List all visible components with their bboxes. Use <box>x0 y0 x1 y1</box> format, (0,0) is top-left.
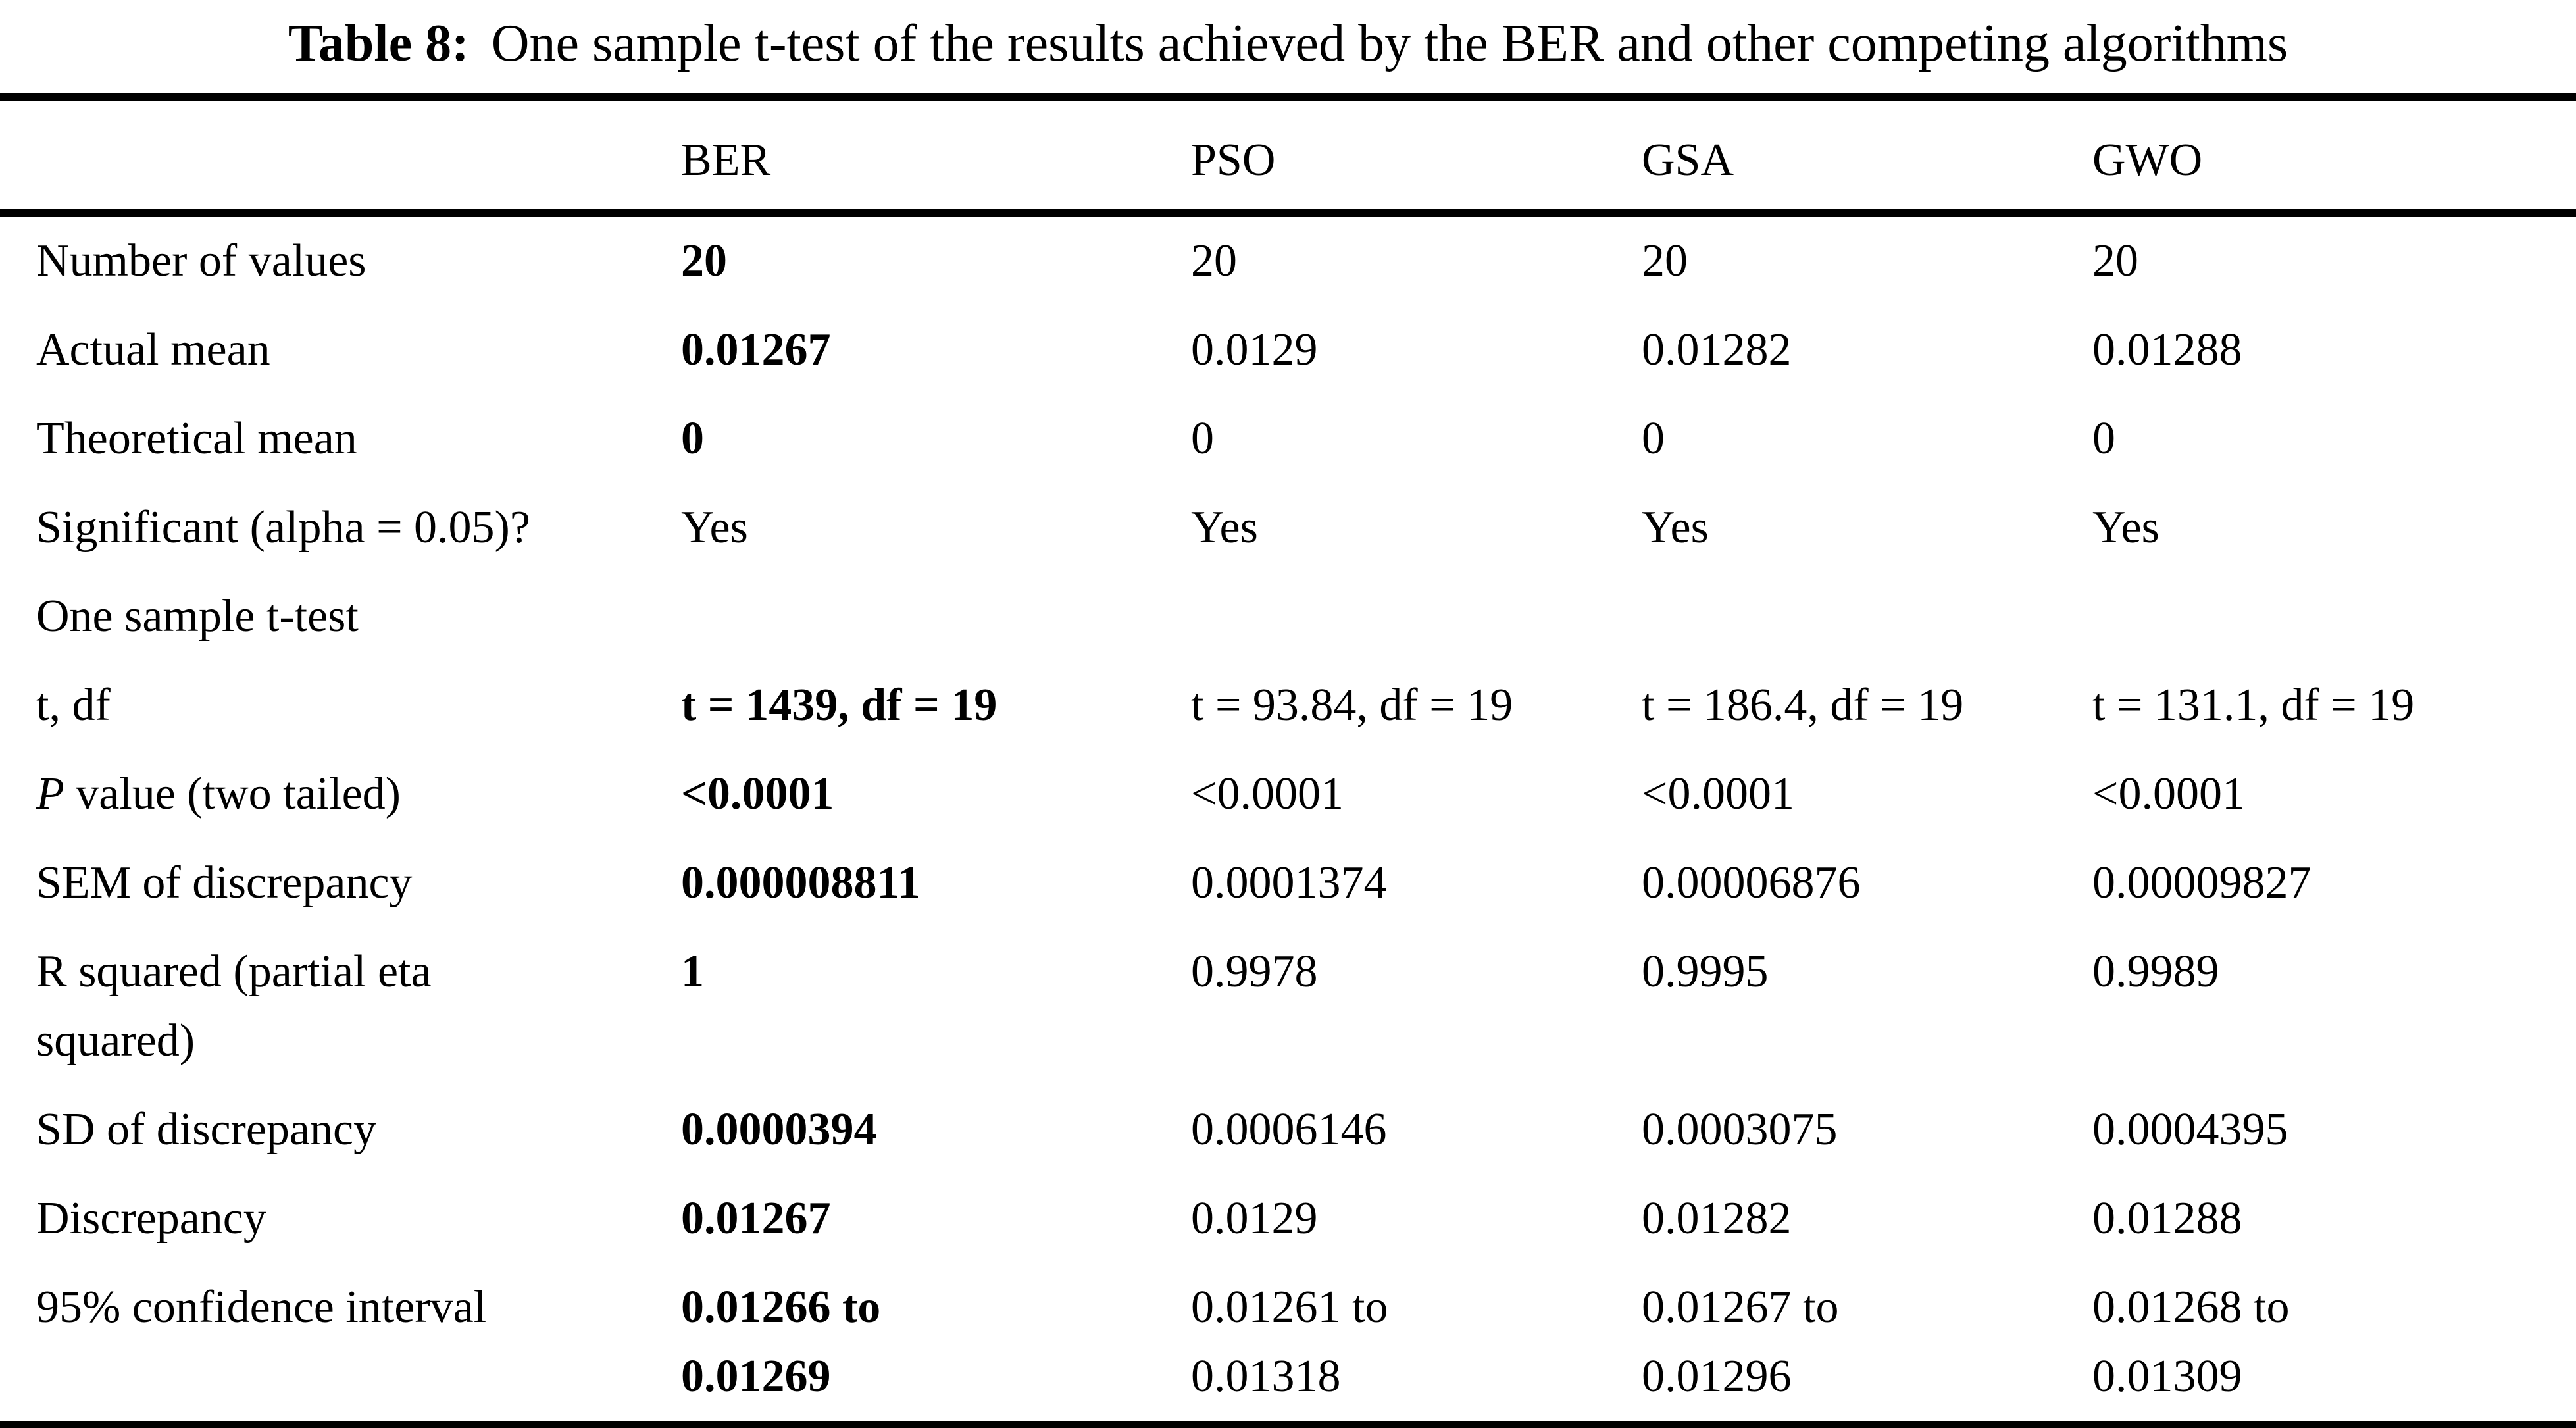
column-header-gsa: GSA <box>1642 97 2092 217</box>
table-cell: 20 <box>681 236 727 286</box>
table-cell: 0.01261 to 0.01318 <box>1191 1282 1388 1402</box>
row-label: SEM of discrepancy <box>36 857 413 908</box>
table-cell: 20 <box>1642 236 1688 286</box>
table-cell: 0.0000394 <box>681 1104 877 1155</box>
table-cell <box>681 572 1191 661</box>
table-cell: 20 <box>1191 236 1237 286</box>
row-label: t, df <box>36 680 111 730</box>
row-label: Actual mean <box>36 324 270 375</box>
table-cell: 0.01267 <box>681 324 831 375</box>
row-label: Theoretical mean <box>36 413 357 464</box>
table-cell: 0.01282 <box>1642 324 1792 375</box>
table-cell <box>1191 572 1642 661</box>
table-row: One sample t-test <box>0 572 2576 661</box>
table-cell: 0 <box>1191 413 1214 464</box>
row-label: Number of values <box>36 236 366 286</box>
table-row: t, df t = 1439, df = 19 t = 93.84, df = 19… <box>0 661 2576 750</box>
table-cell: 0.01282 <box>1642 1193 1792 1244</box>
table-cell: Yes <box>1642 502 1709 553</box>
table-cell: 1 <box>681 946 704 997</box>
table-row: Theoretical mean 0 0 0 0 <box>0 394 2576 483</box>
table-cell: 20 <box>2092 236 2138 286</box>
table-caption-text: One sample t-test of the results achieve… <box>491 14 2288 72</box>
table-cell: 0.0006146 <box>1191 1104 1387 1155</box>
row-label: Significant (alpha = 0.05)? <box>36 502 530 553</box>
table-cell: 0.9978 <box>1191 946 1318 997</box>
row-label: R squared (partial eta squared) <box>36 946 432 1066</box>
table-row: R squared (partial eta squared) 1 0.9978 0.… <box>0 927 2576 1085</box>
table-cell: Yes <box>681 502 748 553</box>
table-cell: <0.0001 <box>2092 769 2245 819</box>
table-cell: t = 93.84, df = 19 <box>1191 680 1513 730</box>
table-cell: 0.0129 <box>1191 324 1318 375</box>
table-cell: <0.0001 <box>681 769 834 819</box>
row-label: Discrepancy <box>36 1193 266 1244</box>
table-cell: t = 1439, df = 19 <box>681 680 998 730</box>
table-cell: 0.000008811 <box>681 857 921 908</box>
row-label: One sample t-test <box>36 591 359 642</box>
table-cell: Yes <box>1191 502 1258 553</box>
table-cell: 0.00006876 <box>1642 857 1861 908</box>
table-cell: 0.00009827 <box>2092 857 2311 908</box>
table-cell: 0 <box>681 413 704 464</box>
table-cell: 0.01268 to 0.01309 <box>2092 1282 2290 1402</box>
column-header-pso: PSO <box>1191 97 1642 217</box>
table-cell <box>2092 572 2576 661</box>
column-header-gwo: GWO <box>2092 97 2576 217</box>
table-cell: 0 <box>2092 413 2115 464</box>
t-test-results-table: BER PSO GSA GWO Number of values 20 20 20 20 Act… <box>0 93 2576 1428</box>
table-cell: 0.0001374 <box>1191 857 1387 908</box>
table-row: P value (two tailed) <0.0001 <0.0001 <0.000… <box>0 750 2576 838</box>
table-cell: 0.01288 <box>2092 1193 2242 1244</box>
table-row: Number of values 20 20 20 20 <box>0 213 2576 306</box>
table-cell: Yes <box>2092 502 2159 553</box>
table-caption: Table 8: One sample t-test of the results… <box>0 0 2576 93</box>
table-caption-label: Table 8: <box>288 14 469 72</box>
table-cell: 0.0004395 <box>2092 1104 2288 1155</box>
table-row: Actual mean 0.01267 0.0129 0.01282 0.01288 <box>0 305 2576 394</box>
row-label: P value (two tailed) <box>36 769 401 819</box>
table-row: Significant (alpha = 0.05)? Yes Yes Yes Yes <box>0 483 2576 572</box>
table-cell: 0.9995 <box>1642 946 1769 997</box>
column-header-blank <box>0 97 681 217</box>
table-cell: <0.0001 <box>1642 769 1794 819</box>
table-header-row: BER PSO GSA GWO <box>0 97 2576 217</box>
table-cell: 0.0129 <box>1191 1193 1318 1244</box>
table-row: 95% confidence interval 0.01266 to 0.0126… <box>0 1263 2576 1425</box>
table-row: SEM of discrepancy 0.000008811 0.0001374 0.… <box>0 838 2576 927</box>
row-label: 95% confidence interval <box>36 1282 487 1333</box>
table-cell: 0.0003075 <box>1642 1104 1838 1155</box>
table-cell: 0.01288 <box>2092 324 2242 375</box>
table-row: SD of discrepancy 0.0000394 0.0006146 0.000… <box>0 1085 2576 1174</box>
column-header-ber: BER <box>681 97 1191 217</box>
table-cell: t = 186.4, df = 19 <box>1642 680 1964 730</box>
table-cell: 0.9989 <box>2092 946 2219 997</box>
table-cell: <0.0001 <box>1191 769 1344 819</box>
table-cell: 0 <box>1642 413 1665 464</box>
row-label: SD of discrepancy <box>36 1104 377 1155</box>
table-row: Discrepancy 0.01267 0.0129 0.01282 0.01288 <box>0 1174 2576 1263</box>
table-cell: 0.01267 <box>681 1193 831 1244</box>
table-cell: 0.01267 to 0.01296 <box>1642 1282 1839 1402</box>
table-cell <box>1642 572 2092 661</box>
table-cell: 0.01266 to 0.01269 <box>681 1282 881 1402</box>
table-cell: t = 131.1, df = 19 <box>2092 680 2415 730</box>
